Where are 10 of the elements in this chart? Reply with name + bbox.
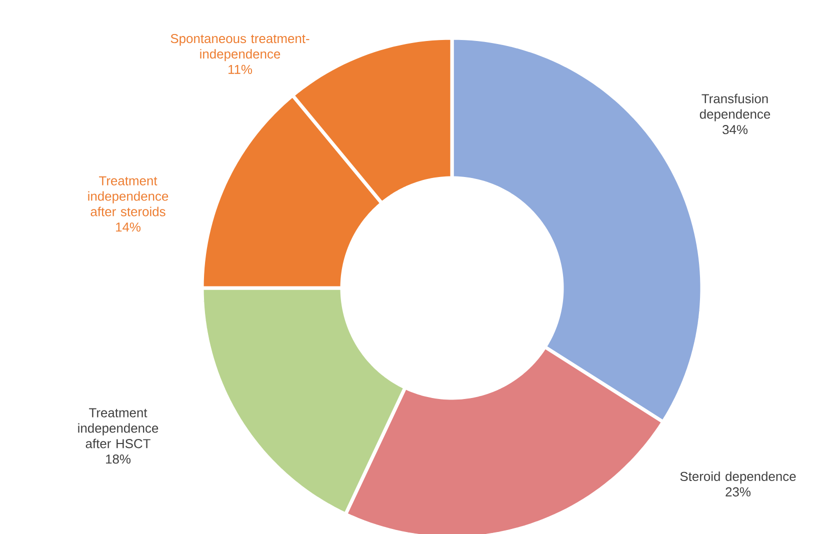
slice-label: Steroid dependence	[680, 472, 796, 484]
slice-label: Spontaneous treatment-independence	[170, 34, 310, 62]
data-label: 34%	[722, 125, 748, 134]
slice-label: Treatment independence after HSCT	[78, 408, 158, 448]
data-label: 14%	[116, 222, 141, 232]
data-label: 11%	[228, 64, 252, 74]
slice-label: Treatment independence after steroids	[88, 176, 168, 216]
data-label: 23%	[726, 487, 751, 496]
data-label: 18%	[106, 454, 131, 464]
slice-label: Transfusion dependence	[700, 94, 770, 122]
